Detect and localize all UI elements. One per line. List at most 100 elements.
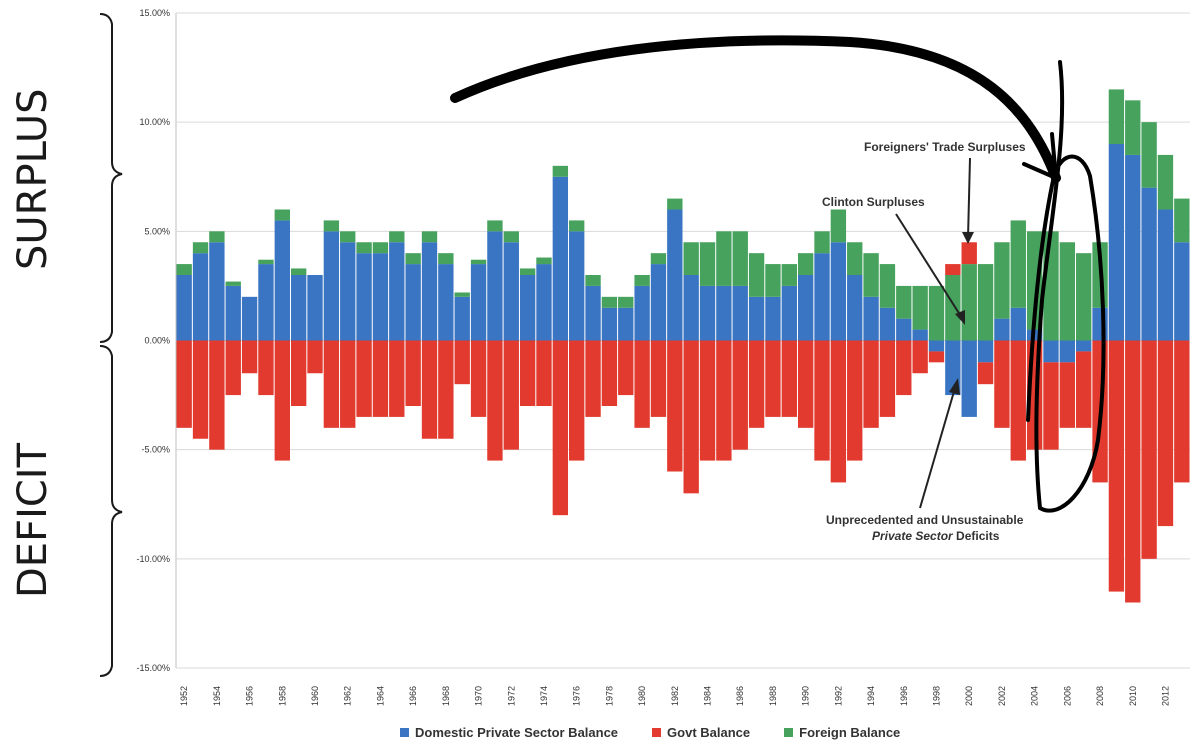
bar-govt-1979 [618, 340, 634, 396]
bar-domestic-1959 [290, 275, 307, 341]
bar-govt-1989 [781, 340, 797, 417]
bar-foreign-1986 [732, 231, 748, 286]
bar-domestic-2000 [961, 340, 977, 417]
bar-domestic-1953 [192, 253, 209, 341]
bar-domestic-1988 [765, 296, 781, 341]
x-tick-label-1978: 1978 [604, 686, 614, 706]
bar-govt-2007 [1076, 351, 1092, 428]
bar-govt-2013 [1174, 340, 1190, 483]
x-tick-label-1998: 1998 [932, 686, 942, 706]
arrowhead-clinton [955, 310, 965, 325]
y-tick-label-6: -15.00% [136, 663, 170, 673]
bar-govt-1984 [699, 340, 716, 461]
x-tick-label-1956: 1956 [245, 686, 255, 706]
x-tick-label-1988: 1988 [768, 686, 778, 706]
bar-govt-1981 [650, 340, 667, 417]
x-tick-label-2006: 2006 [1062, 686, 1072, 706]
bar-govt-1977 [585, 340, 601, 417]
y-tick-label-2: 5.00% [144, 226, 170, 236]
bar-domestic-1986 [732, 285, 748, 341]
bar-domestic-1955 [225, 285, 241, 341]
x-tick-label-2000: 2000 [964, 686, 974, 706]
bar-govt-2012 [1157, 340, 1174, 527]
bar-foreign-2006 [1059, 242, 1076, 341]
bar-govt-1973 [519, 340, 536, 406]
annotation-deficits-text: Deficits [953, 529, 1000, 543]
bar-foreign-1994 [863, 253, 879, 297]
bar-govt-1961 [323, 340, 340, 428]
bar-govt-1968 [438, 340, 454, 439]
legend-label-foreign: Foreign Balance [799, 724, 901, 740]
hand-drawn-arrow-curve [450, 35, 1061, 183]
bar-domestic-1985 [716, 285, 732, 341]
x-tick-label-1954: 1954 [212, 686, 222, 706]
annotation-private-sector-italic: Private Sector [872, 529, 954, 543]
bar-foreign-1968 [438, 253, 454, 265]
bar-govt-1999 [945, 264, 961, 275]
x-tick-label-1974: 1974 [539, 686, 549, 706]
bar-domestic-2012 [1157, 209, 1174, 341]
bar-foreign-2012 [1157, 154, 1174, 210]
bar-domestic-1960 [307, 275, 323, 341]
bar-domestic-1996 [896, 318, 912, 341]
bar-foreign-1983 [683, 242, 699, 275]
bar-domestic-1997 [912, 329, 928, 341]
bar-domestic-1966 [405, 264, 421, 341]
x-tick-label-1984: 1984 [703, 686, 713, 706]
bar-domestic-2002 [994, 318, 1010, 341]
bar-foreign-2001 [977, 264, 994, 341]
x-tick-label-1976: 1976 [572, 686, 582, 706]
bar-domestic-1991 [814, 253, 830, 341]
bar-foreign-2013 [1174, 198, 1190, 243]
x-tick-label-1982: 1982 [670, 686, 680, 706]
y-tick-label-5: -10.00% [136, 554, 170, 564]
x-tick-label-1980: 1980 [637, 686, 647, 706]
bar-domestic-2009 [1108, 144, 1125, 341]
bar-govt-1967 [421, 340, 438, 439]
bar-foreign-1963 [356, 242, 372, 254]
bar-domestic-1977 [585, 285, 601, 341]
bar-domestic-1963 [356, 253, 372, 341]
bar-foreign-1977 [585, 275, 601, 286]
bar-domestic-1980 [634, 285, 650, 341]
bar-domestic-2006 [1059, 340, 1076, 363]
bar-foreign-1958 [274, 209, 290, 221]
legend: Domestic Private Sector Balance Govt Bal… [400, 722, 900, 742]
bar-foreign-1995 [879, 264, 896, 308]
bar-foreign-1969 [454, 292, 470, 297]
x-tick-label-1992: 1992 [833, 686, 843, 706]
arrow-foreign [967, 157, 971, 239]
bar-govt-1970 [470, 340, 487, 417]
surplus-bracket [99, 13, 123, 343]
x-tick-label-1968: 1968 [441, 686, 451, 706]
y-axis-ticks: 15.00% 10.00% 5.00% 0.00% -5.00% -10.00% -15.0… [136, 8, 170, 673]
x-tick-label-1996: 1996 [899, 686, 909, 706]
bar-govt-1953 [192, 340, 209, 439]
bar-domestic-1968 [438, 264, 454, 341]
bar-govt-1996 [896, 340, 912, 396]
x-tick-label-2008: 2008 [1095, 686, 1105, 706]
bar-foreign-1980 [634, 275, 650, 286]
bar-foreign-1967 [421, 231, 438, 243]
bar-govt-1960 [307, 340, 323, 374]
legend-swatch-domestic [400, 727, 409, 737]
x-tick-label-1990: 1990 [801, 686, 811, 706]
bar-foreign-1978 [601, 296, 618, 308]
x-tick-label-1972: 1972 [506, 686, 516, 706]
bar-foreign-1993 [847, 242, 863, 275]
deficit-side-label: DEFICIT [10, 442, 56, 598]
x-tick-label-1986: 1986 [735, 686, 745, 706]
bar-domestic-1978 [601, 307, 618, 341]
y-tick-label-1: 10.00% [139, 117, 170, 127]
bar-govt-1975 [552, 340, 569, 516]
bar-domestic-1990 [797, 275, 814, 341]
bar-foreign-1974 [536, 257, 552, 265]
bar-domestic-2010 [1125, 154, 1141, 341]
x-tick-label-2004: 2004 [1030, 686, 1040, 706]
bar-foreign-1970 [470, 259, 487, 265]
bar-govt-1962 [340, 340, 356, 428]
bar-govt-1982 [667, 340, 683, 472]
x-tick-label-2012: 2012 [1160, 686, 1170, 706]
bar-foreign-1954 [209, 231, 225, 243]
